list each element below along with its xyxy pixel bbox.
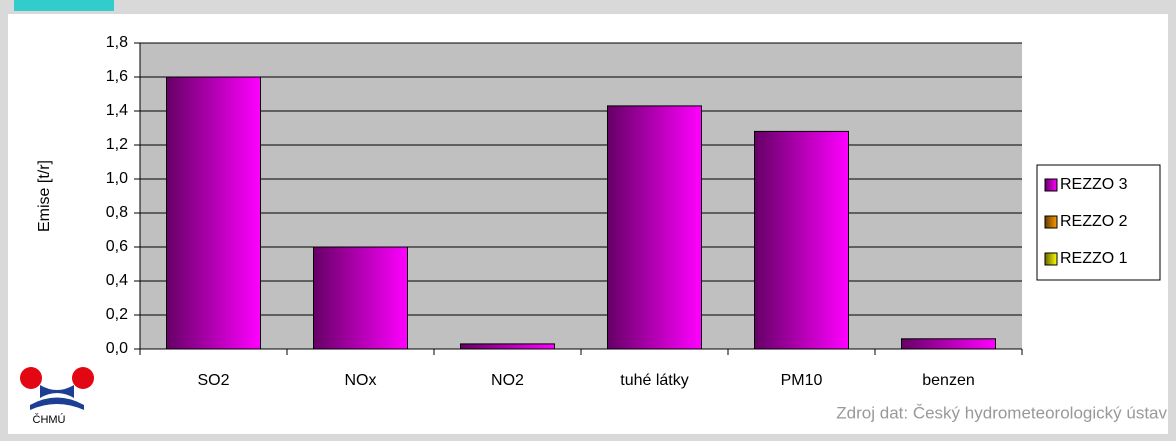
- legend-label: REZZO 3: [1060, 176, 1128, 193]
- logo-circle: [20, 367, 42, 389]
- logo-text: ČHMÚ: [33, 413, 66, 426]
- bar: [607, 105, 702, 350]
- x-tick-label: SO2: [197, 372, 229, 389]
- bar: [754, 130, 849, 350]
- y-tick-label: 1,8: [106, 34, 128, 51]
- bar: [313, 246, 408, 350]
- logo: ČHMÚ: [20, 367, 94, 426]
- source: Zdroj dat: Český hydrometeorologický úst…: [836, 403, 1167, 422]
- bar: [166, 76, 261, 350]
- y-tick-label: 1,4: [106, 102, 128, 119]
- x-tick-label: NO2: [491, 372, 524, 389]
- y-axis-label: Emise [t/r]: [36, 160, 53, 232]
- legend-label: REZZO 2: [1060, 213, 1128, 230]
- legend-label: REZZO 1: [1060, 250, 1128, 267]
- y-tick-label: 1,0: [106, 170, 128, 187]
- x-tick-label: tuhé látky: [620, 372, 688, 389]
- y-tick-label: 1,2: [106, 136, 128, 153]
- bar: [901, 338, 996, 350]
- y-tick-label: 0,8: [106, 204, 128, 221]
- logo-wave: [30, 397, 84, 410]
- legend-swatch: [1044, 178, 1058, 192]
- y-tick-label: 0,4: [106, 272, 128, 289]
- x-tick-label: benzen: [922, 372, 975, 389]
- legend-swatch: [1044, 215, 1058, 229]
- plot-area: [140, 43, 1022, 349]
- x-tick-label: PM10: [781, 372, 823, 389]
- y-tick-label: 0,0: [106, 340, 128, 357]
- logo-circle: [72, 367, 94, 389]
- tab: [14, 0, 114, 11]
- y-tick-label: 0,6: [106, 238, 128, 255]
- y-tick-label: 1,6: [106, 68, 128, 85]
- logo-wave: [40, 385, 74, 398]
- y-tick-label: 0,2: [106, 306, 128, 323]
- legend-swatch: [1044, 252, 1058, 266]
- x-tick-label: NOx: [345, 372, 377, 389]
- bar: [460, 343, 555, 350]
